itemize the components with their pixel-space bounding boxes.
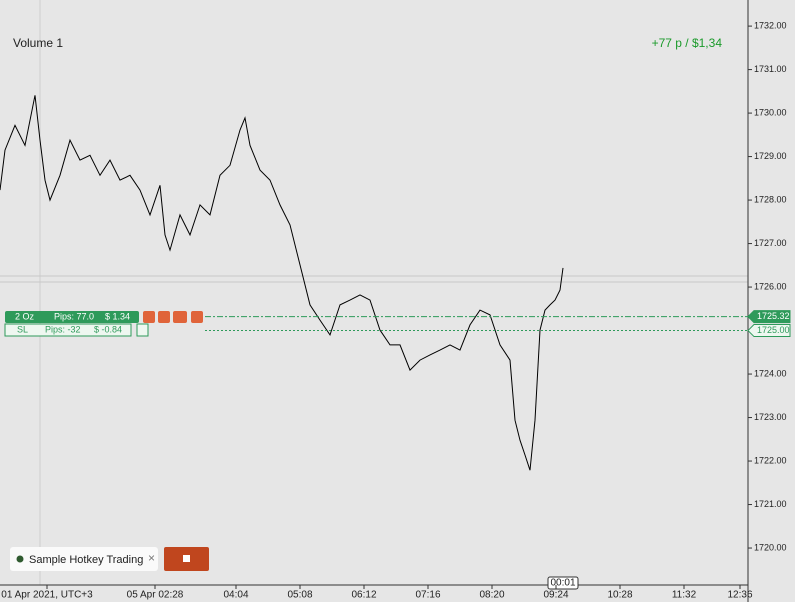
level-tag	[747, 324, 791, 338]
order-bg	[5, 311, 139, 323]
close-button[interactable]	[136, 323, 149, 337]
strategy-panel	[10, 547, 158, 571]
x-tick-label: 08:20	[479, 590, 504, 601]
sl: SL	[17, 324, 28, 334]
x-tick-label: 10:28	[607, 590, 632, 601]
x-tick-label: 09:24	[543, 590, 568, 601]
sl-tag[interactable]: SL Pips: -32 $ -0.84	[4, 323, 149, 337]
price-line	[0, 95, 564, 471]
y-tick-label: 1723.00	[754, 412, 787, 422]
y-tick-label: 1721.00	[754, 499, 787, 509]
order-usd: $ 1.34	[105, 311, 130, 321]
button[interactable]	[143, 311, 155, 323]
close-button[interactable]	[191, 311, 203, 323]
x-tick-label: 11:32	[672, 590, 697, 601]
x-tick-label: 01 Apr 2021, UTC+3	[1, 590, 93, 601]
y-tick-label: 1720.00	[754, 542, 787, 552]
y-tick-label: 1727.00	[754, 238, 787, 248]
sl-bg	[4, 323, 132, 337]
order-qty: 2 Oz	[15, 311, 35, 321]
y-tick-label: 1722.00	[754, 455, 787, 465]
sl-usd: $ -0.84	[94, 324, 122, 334]
pnl: +77 p / $1,34	[652, 36, 723, 50]
level-label: 1725.00	[757, 325, 790, 335]
sl-pips: Pips: -32	[45, 324, 81, 334]
y-tick-label: 1726.00	[754, 281, 787, 291]
x-tick-label: 04:04	[223, 590, 248, 601]
y-tick-label: 1732.00	[754, 20, 787, 30]
level-tag	[747, 310, 791, 324]
y-tick-label: 1728.00	[754, 194, 787, 204]
y-tick-label: 1729.00	[754, 151, 787, 161]
stop-icon	[183, 555, 190, 562]
y-tick-label: 1730.00	[754, 107, 787, 117]
status-dot	[16, 555, 24, 563]
level-label: 1725.32	[757, 311, 790, 321]
close-button[interactable]: ×	[148, 551, 155, 565]
button[interactable]	[173, 311, 187, 323]
order-pips: Pips: 77.0	[54, 311, 94, 321]
x-tick-label: 12:36	[727, 590, 752, 601]
order-tag[interactable]: 2 Oz Pips: 77.0 $ 1.34	[5, 311, 203, 323]
cursor-time: 00:01	[550, 578, 575, 589]
symbol: Volume 1	[13, 36, 63, 50]
x-tick-label: 05:08	[287, 590, 312, 601]
y-tick-label: 1724.00	[754, 368, 787, 378]
x-tick-label: 06:12	[351, 590, 376, 601]
x-tick-label: 07:16	[415, 590, 440, 601]
strategy-name: Sample Hotkey Trading	[29, 554, 143, 566]
x-tick-label: 05 Apr 02:28	[127, 590, 184, 601]
button[interactable]	[158, 311, 170, 323]
y-tick-label: 1731.00	[754, 64, 787, 74]
